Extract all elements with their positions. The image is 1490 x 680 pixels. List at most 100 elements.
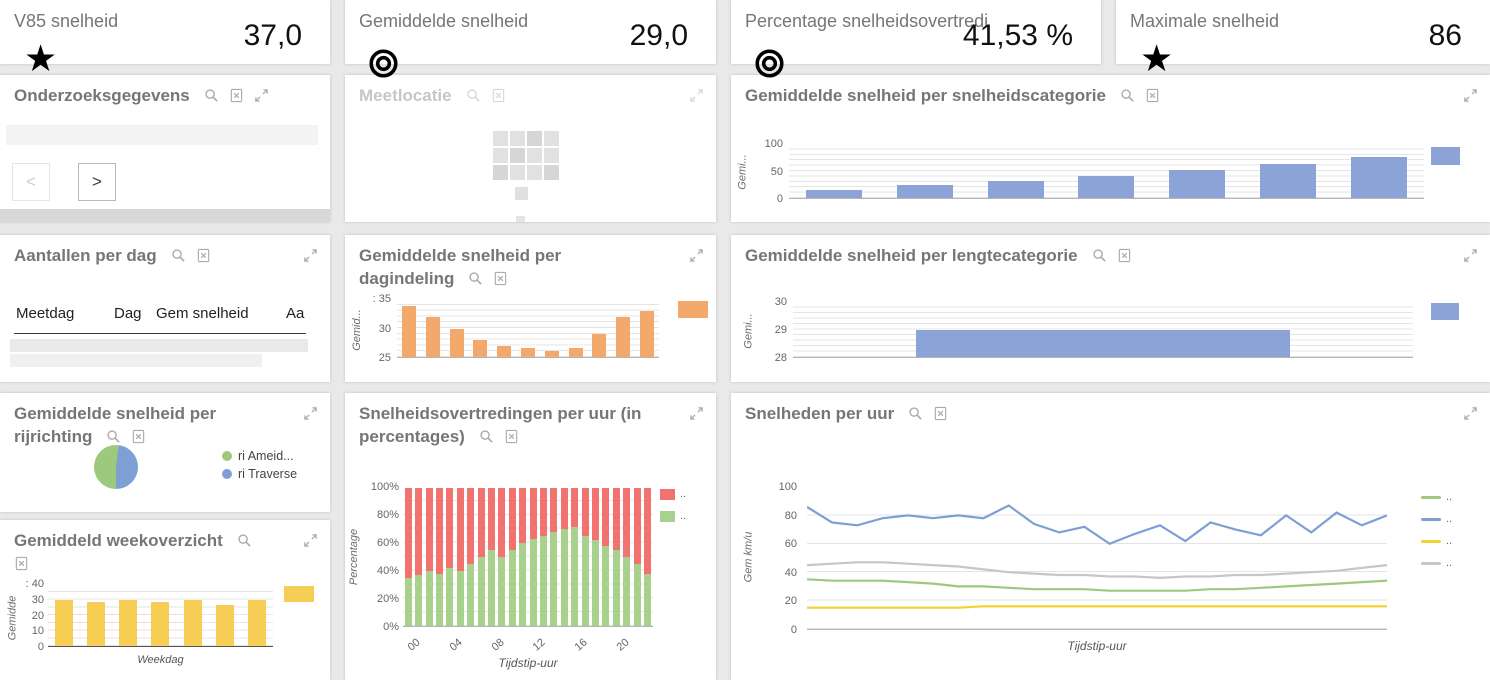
bar[interactable] (806, 190, 863, 198)
stacked-bar[interactable] (508, 488, 516, 626)
horizontal-scrollbar[interactable] (0, 209, 330, 222)
legend-swatch[interactable] (284, 586, 314, 602)
legend-item[interactable]: .. (660, 488, 686, 500)
export-excel-icon[interactable] (504, 429, 519, 444)
bar[interactable] (916, 330, 1290, 357)
stacked-bar[interactable] (539, 488, 547, 626)
search-icon[interactable] (106, 429, 121, 444)
stacked-bar-chart-overtredingen[interactable] (403, 488, 653, 627)
column-header-gem-snelheid[interactable]: Gem snelheid (156, 305, 249, 322)
legend-item[interactable]: .. (1421, 491, 1452, 503)
bar[interactable] (449, 328, 464, 357)
next-page-button[interactable]: > (78, 163, 116, 201)
legend-swatch[interactable] (1431, 303, 1459, 320)
stacked-bar[interactable] (592, 488, 600, 626)
line-series[interactable] (807, 578, 1387, 592)
expand-icon[interactable] (254, 88, 269, 103)
stacked-bar[interactable] (633, 488, 641, 626)
expand-icon[interactable] (1463, 248, 1478, 263)
bar[interactable] (247, 600, 266, 646)
stacked-bar[interactable] (623, 488, 631, 626)
expand-icon[interactable] (303, 406, 318, 421)
stacked-bar[interactable] (529, 488, 537, 626)
stacked-bar[interactable] (571, 488, 579, 626)
line-series[interactable] (807, 504, 1387, 546)
bar[interactable] (183, 600, 202, 646)
search-icon[interactable] (1092, 248, 1107, 263)
bar[interactable] (473, 339, 488, 357)
stacked-bar[interactable] (415, 488, 423, 626)
search-icon[interactable] (479, 429, 494, 444)
legend-item[interactable]: ri Traverse (222, 467, 297, 481)
bar[interactable] (568, 348, 583, 357)
expand-icon[interactable] (303, 248, 318, 263)
export-excel-icon[interactable] (229, 88, 244, 103)
export-excel-icon[interactable] (1117, 248, 1132, 263)
bar-chart-lengtecategorie[interactable] (793, 303, 1413, 358)
stacked-bar[interactable] (602, 488, 610, 626)
bar[interactable] (87, 601, 106, 646)
expand-icon[interactable] (689, 88, 704, 103)
line-chart-area[interactable] (807, 488, 1387, 630)
expand-icon[interactable] (1463, 406, 1478, 421)
search-icon[interactable] (468, 271, 483, 286)
column-header-aantal[interactable]: Aa (286, 305, 305, 322)
stacked-bar[interactable] (550, 488, 558, 626)
stacked-bar[interactable] (644, 488, 652, 626)
bar-chart-snelheidscategorie[interactable] (789, 145, 1424, 199)
bar[interactable] (592, 334, 607, 357)
export-excel-icon[interactable] (196, 248, 211, 263)
line-series[interactable] (807, 605, 1387, 609)
search-icon[interactable] (204, 88, 219, 103)
stacked-bar[interactable] (519, 488, 527, 626)
legend-item[interactable]: .. (660, 510, 686, 522)
stacked-bar[interactable] (425, 488, 433, 626)
bar-chart-weekoverzicht[interactable] (48, 585, 273, 647)
bar-chart-dagindeling[interactable] (397, 300, 659, 358)
bar[interactable] (544, 351, 559, 357)
search-icon[interactable] (908, 406, 923, 421)
stacked-bar[interactable] (456, 488, 464, 626)
legend-item[interactable]: .. (1421, 557, 1452, 569)
search-icon[interactable] (237, 533, 252, 548)
table-row[interactable] (10, 354, 262, 367)
bar[interactable] (401, 305, 416, 357)
bar[interactable] (640, 311, 655, 357)
search-icon[interactable] (466, 88, 481, 103)
bar[interactable] (215, 604, 234, 646)
bar[interactable] (1078, 175, 1135, 198)
expand-icon[interactable] (689, 248, 704, 263)
bar[interactable] (987, 180, 1044, 198)
bar[interactable] (520, 348, 535, 357)
stacked-bar[interactable] (446, 488, 454, 626)
export-excel-icon[interactable] (933, 406, 948, 421)
bar[interactable] (497, 345, 512, 357)
stacked-bar[interactable] (560, 488, 568, 626)
bar[interactable] (119, 600, 138, 646)
expand-icon[interactable] (303, 533, 318, 548)
export-excel-icon[interactable] (1145, 88, 1160, 103)
stacked-bar[interactable] (477, 488, 485, 626)
bar[interactable] (1259, 163, 1316, 198)
legend-swatch[interactable] (678, 301, 708, 318)
stacked-bar[interactable] (435, 488, 443, 626)
search-icon[interactable] (171, 248, 186, 263)
pie-chart-rijrichting[interactable] (94, 445, 138, 489)
bar[interactable] (425, 317, 440, 357)
stacked-bar[interactable] (467, 488, 475, 626)
bar[interactable] (1169, 170, 1226, 198)
search-icon[interactable] (1120, 88, 1135, 103)
line-series[interactable] (807, 561, 1387, 580)
export-excel-icon[interactable] (131, 429, 146, 444)
legend-item[interactable]: ri Ameid... (222, 449, 297, 463)
bar[interactable] (897, 184, 954, 198)
legend-item[interactable]: .. (1421, 513, 1452, 525)
export-excel-icon[interactable] (491, 88, 506, 103)
stacked-bar[interactable] (612, 488, 620, 626)
table-row[interactable] (10, 339, 308, 352)
legend-swatch[interactable] (1431, 147, 1460, 165)
export-excel-icon[interactable] (14, 556, 29, 571)
stacked-bar[interactable] (404, 488, 412, 626)
expand-icon[interactable] (689, 406, 704, 421)
bar[interactable] (1350, 156, 1407, 198)
